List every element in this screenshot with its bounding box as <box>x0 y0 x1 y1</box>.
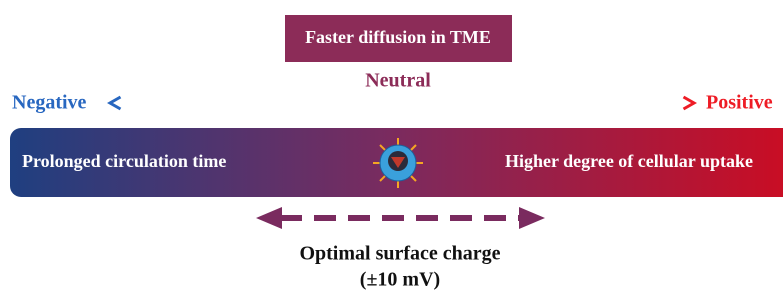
footer-subtitle: (±10 mV) <box>360 269 440 291</box>
positive-label: Positive <box>706 92 773 114</box>
optimal-range-arrow <box>256 207 545 229</box>
nanoparticle-icon <box>373 138 423 188</box>
negative-label: Negative <box>12 92 87 114</box>
bar-left-text: Prolonged circulation time <box>22 151 226 171</box>
footer-title: Optimal surface charge <box>299 243 500 265</box>
page: Faster diffusion in TME Neutral Negative… <box>0 0 783 293</box>
title: Faster diffusion in TME <box>305 27 491 47</box>
neutral-label: Neutral <box>365 70 431 92</box>
diagram: Faster diffusion in TME Neutral Negative… <box>0 0 783 293</box>
bar-right-text: Higher degree of cellular uptake <box>505 151 753 171</box>
